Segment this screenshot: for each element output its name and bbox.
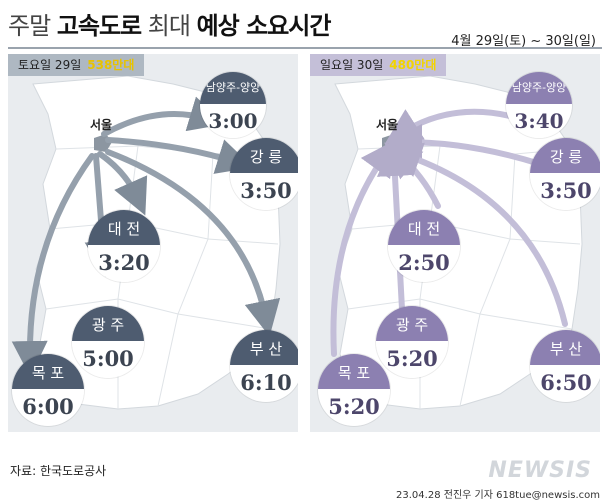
route-arrow-mokpo [330, 139, 397, 357]
route-time: 3:50 [530, 172, 600, 210]
route-card-gwangju: 광 주 5:00 [72, 306, 144, 378]
route-card-daejeon: 대 전 2:50 [388, 210, 460, 282]
saturday-traffic-volume: 538만대 [87, 58, 135, 72]
route-destination: 남양주-양양 [200, 72, 266, 104]
route-destination: 부 산 [530, 330, 600, 365]
route-destination: 목 포 [318, 354, 390, 389]
route-card-busan: 부 산 6:50 [530, 330, 600, 402]
route-time: 5:20 [318, 388, 390, 426]
route-time: 3:00 [200, 103, 266, 138]
route-arrow-busan [384, 142, 568, 327]
title-divider [8, 47, 602, 49]
source-note: 자료: 한국도로공사 [10, 464, 107, 478]
sunday-header: 일요일 30일 480만대 [310, 54, 447, 76]
route-card-daejeon: 대 전 3:20 [88, 210, 160, 282]
route-arrow-gangneung [386, 124, 543, 167]
sunday-traffic-volume: 480만대 [389, 58, 437, 72]
route-card-gwangju: 광 주 5:20 [376, 306, 448, 378]
route-time: 6:50 [530, 364, 600, 402]
title-part3: 최대 [147, 12, 191, 40]
sunday-panel: 일요일 30일 480만대 서울 남양주-양양 3:40 강 릉 3:50 대 전… [310, 54, 600, 432]
title-part4: 예상 소요시간 [196, 12, 332, 40]
saturday-panel: 토요일 29일 538만대 서울 남양주-양양 3:00 강 릉 3:50 대 전… [8, 54, 298, 432]
route-card-yangyang: 남양주-양양 3:40 [506, 72, 572, 138]
route-destination: 남양주-양양 [506, 72, 572, 104]
route-arrow-busan [105, 149, 281, 337]
title-part2: 고속도로 [56, 12, 142, 40]
route-time: 6:10 [230, 364, 298, 402]
saturday-day-label: 토요일 29일 [18, 58, 82, 72]
route-time: 3:50 [230, 172, 298, 210]
route-card-mokpo: 목 포 5:20 [318, 354, 390, 426]
route-arrow-mokpo [11, 153, 95, 377]
route-time: 3:40 [506, 103, 572, 138]
page-title: 주말 고속도로 최대 예상 소요시간 [8, 6, 332, 41]
route-destination: 강 릉 [530, 138, 600, 173]
route-card-gangneung: 강 릉 3:50 [230, 138, 298, 210]
route-destination: 목 포 [12, 354, 84, 389]
route-card-mokpo: 목 포 6:00 [12, 354, 84, 426]
route-destination: 광 주 [376, 306, 448, 341]
saturday-header: 토요일 29일 538만대 [8, 54, 145, 76]
route-destination: 부 산 [230, 330, 298, 365]
route-destination: 대 전 [88, 210, 160, 245]
seoul-label: 서울 [90, 118, 113, 132]
credit-line: 23.04.28 전진우 기자 618tue@newsis.com [396, 490, 600, 501]
route-card-busan: 부 산 6:10 [230, 330, 298, 402]
route-card-gangneung: 강 릉 3:50 [530, 138, 600, 210]
route-time: 6:00 [12, 388, 84, 426]
date-range: 4월 29일(토) ~ 30일(일) [451, 34, 596, 49]
route-destination: 광 주 [72, 306, 144, 341]
route-destination: 강 릉 [230, 138, 298, 173]
route-destination: 대 전 [388, 210, 460, 245]
seoul-label: 서울 [376, 118, 399, 132]
route-time: 5:20 [376, 340, 448, 378]
newsis-logo: NEWSIS [488, 458, 592, 483]
route-arrow-yangyang [101, 96, 226, 137]
route-arrow-daejeon [97, 151, 148, 216]
route-card-yangyang: 남양주-양양 3:00 [200, 72, 266, 138]
title-part1: 주말 [8, 12, 51, 40]
route-time: 2:50 [388, 244, 460, 282]
route-time: 3:20 [88, 244, 160, 282]
route-time: 5:00 [72, 340, 144, 378]
sunday-day-label: 일요일 30일 [320, 58, 384, 72]
route-arrow-gangneung [105, 137, 254, 174]
